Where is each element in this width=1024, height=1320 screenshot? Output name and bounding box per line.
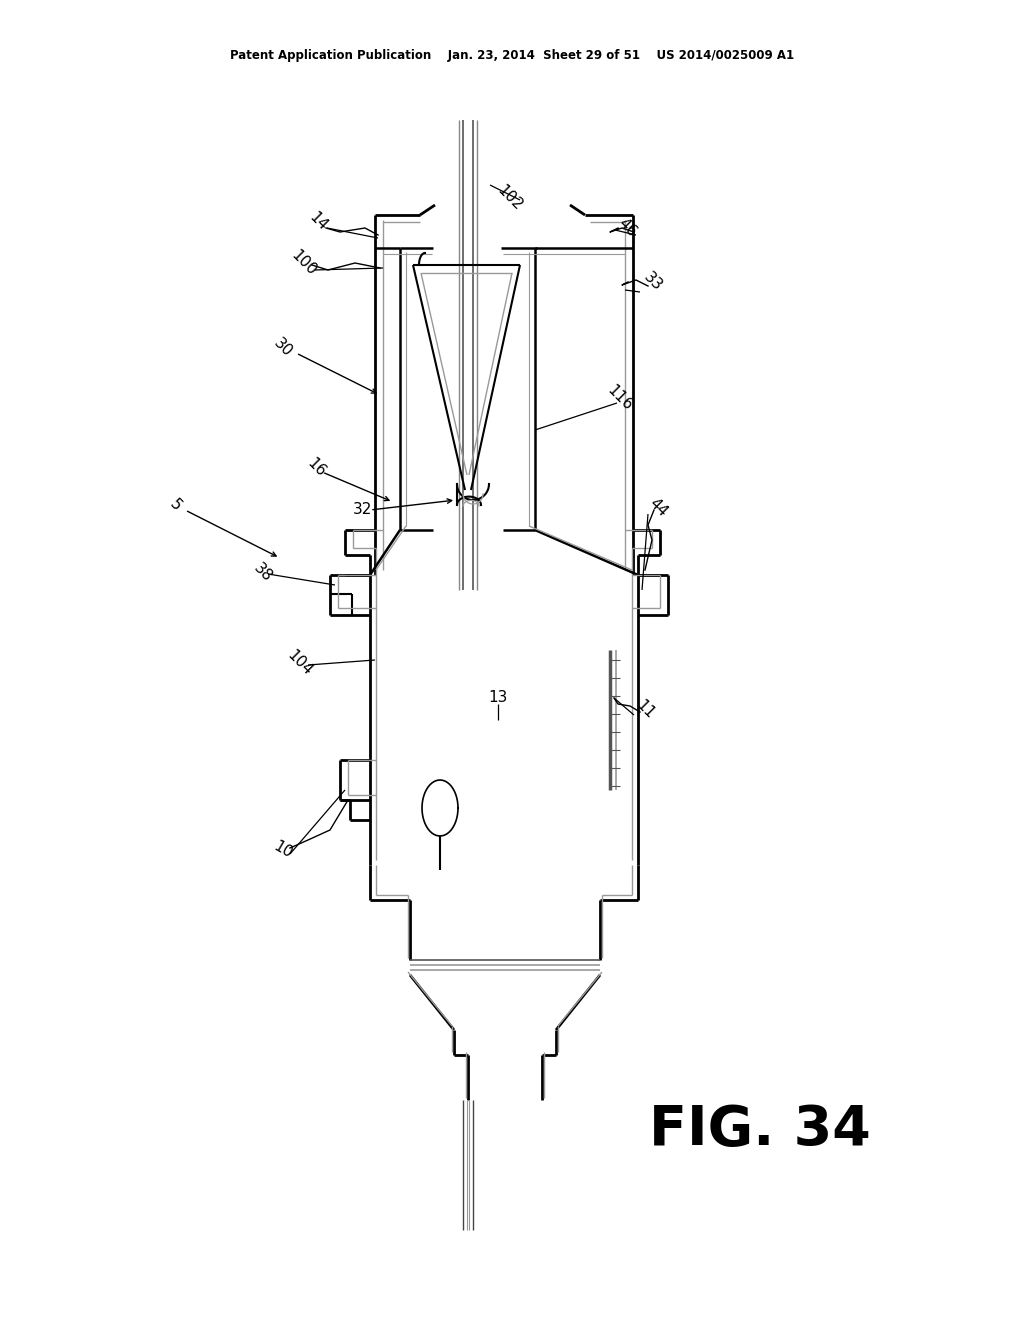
Text: 14: 14	[306, 210, 330, 234]
Text: Patent Application Publication    Jan. 23, 2014  Sheet 29 of 51    US 2014/00250: Patent Application Publication Jan. 23, …	[230, 49, 794, 62]
Text: 30: 30	[270, 335, 295, 360]
Text: 5: 5	[166, 496, 183, 513]
Text: 11: 11	[633, 698, 657, 722]
Text: 46: 46	[614, 216, 639, 240]
Text: FIG. 34: FIG. 34	[649, 1104, 870, 1158]
Text: 38: 38	[251, 561, 275, 585]
Text: 104: 104	[285, 648, 315, 678]
Text: 44: 44	[646, 496, 670, 520]
Text: 13: 13	[488, 690, 508, 705]
Text: 33: 33	[641, 269, 666, 294]
Text: 10: 10	[271, 838, 295, 862]
Text: 102: 102	[495, 182, 525, 214]
Text: 100: 100	[289, 247, 319, 279]
Text: 116: 116	[604, 383, 636, 413]
Text: 16: 16	[304, 455, 328, 480]
Text: 32: 32	[353, 503, 373, 517]
